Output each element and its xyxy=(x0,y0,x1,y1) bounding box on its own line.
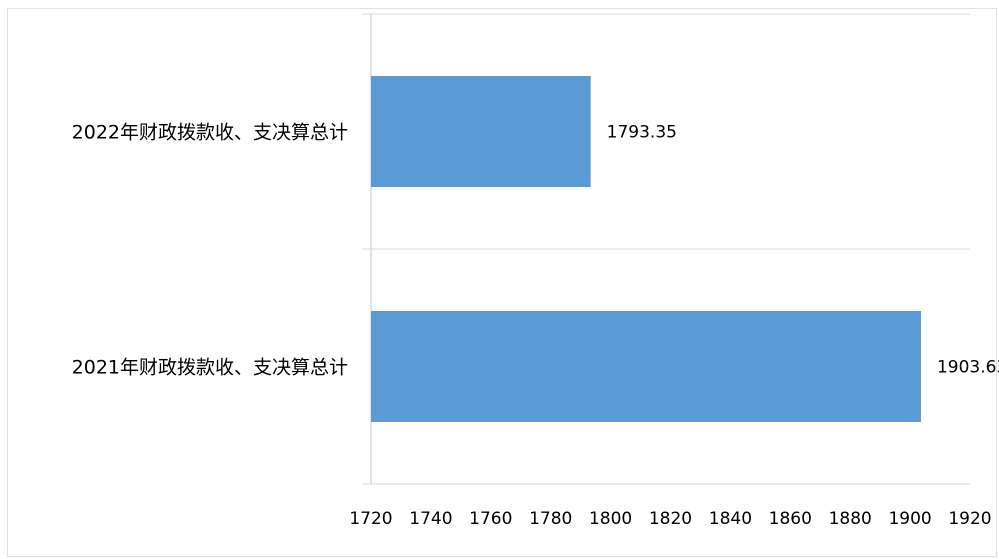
x-tick-label: 1800 xyxy=(589,509,632,529)
category-labels: 2022年财政拨款收、支决算总计 2021年财政拨款收、支决算总计 xyxy=(72,122,348,379)
chart-frame xyxy=(7,8,997,557)
x-tick-label: 1880 xyxy=(829,509,872,529)
data-label: 1793.35 xyxy=(607,123,677,143)
x-tick-label: 1860 xyxy=(769,509,812,529)
x-tick-label: 1740 xyxy=(409,509,452,529)
x-tick-label: 1920 xyxy=(948,509,991,529)
data-label: 1903.63 xyxy=(937,358,999,378)
category-label: 2022年财政拨款收、支决算总计 xyxy=(72,122,348,144)
x-axis-tick-labels: 1720 1740 1760 1780 1800 1820 1840 1860 1880 1900… xyxy=(349,509,991,529)
x-tick-label: 1840 xyxy=(709,509,752,529)
x-tick-label: 1760 xyxy=(469,509,512,529)
bar xyxy=(371,76,591,187)
x-tick-label: 1780 xyxy=(529,509,572,529)
x-tick-label: 1720 xyxy=(349,509,392,529)
data-labels: 1793.35 1903.63 xyxy=(607,123,999,378)
bar xyxy=(371,311,921,422)
bars xyxy=(371,76,921,422)
x-tick-label: 1900 xyxy=(888,509,931,529)
category-label: 2021年财政拨款收、支决算总计 xyxy=(72,357,348,379)
x-tick-label: 1820 xyxy=(649,509,692,529)
